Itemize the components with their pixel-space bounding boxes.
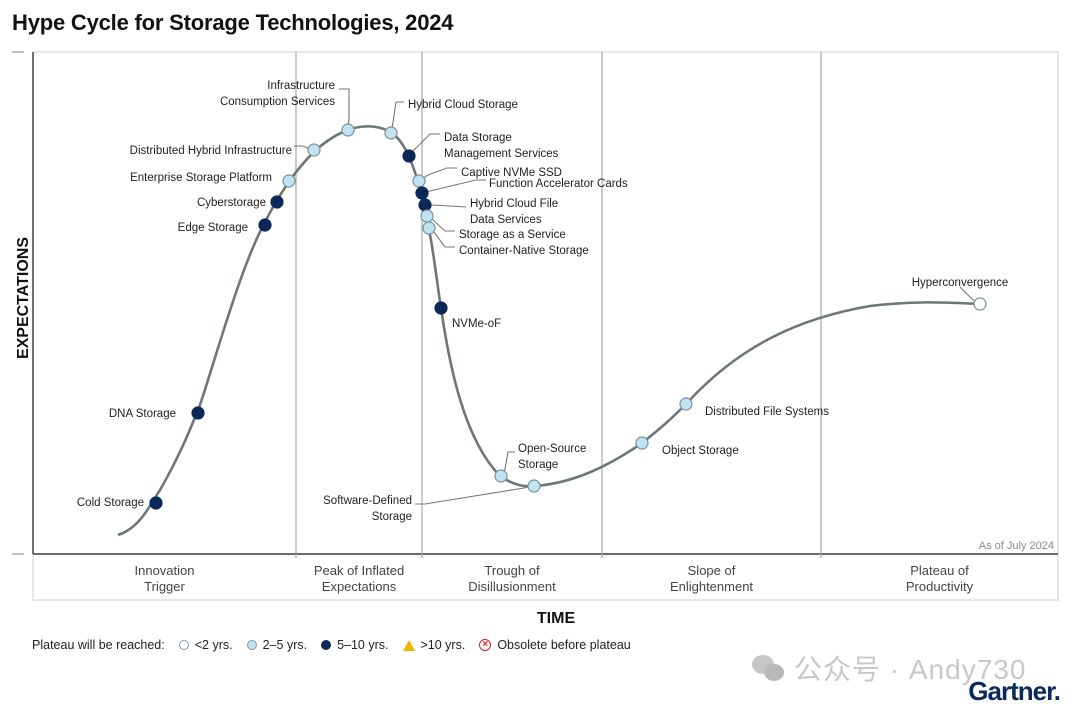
label-enterprise-storage-platform: Enterprise Storage Platform [130, 172, 272, 184]
marker-software-defined-storage [527, 479, 541, 493]
label-storage-as-a-service: Storage as a Service [459, 229, 566, 241]
marker-open-source-storage [494, 469, 508, 483]
x-axis-title: TIME [537, 610, 576, 627]
legend-label: <2 yrs. [194, 638, 233, 652]
chart-frame [12, 51, 1059, 601]
legend-label: >10 yrs. [420, 638, 466, 652]
label-distributed-file-systems: Distributed File Systems [705, 406, 829, 418]
plot-border [32, 51, 1059, 601]
marker-function-accelerator-cards [415, 186, 429, 200]
dark-blue-circle-icon [321, 640, 332, 650]
marker-dna-storage [191, 406, 205, 420]
white-circle-icon [178, 640, 189, 650]
label-distributed-hybrid-infrastructure: Distributed Hybrid Infrastructure [130, 145, 292, 157]
legend-item-2to5: 2–5 yrs. [246, 638, 308, 652]
label-hybrid-cloud-storage: Hybrid Cloud Storage [408, 99, 518, 111]
marker-edge-storage [258, 218, 272, 232]
phase-label: Plateau of Productivity [906, 563, 974, 594]
marker-infrastructure-consumption-services [341, 123, 355, 137]
label-software-defined-storage: Software-Defined Storage [323, 495, 412, 523]
label-hybrid-cloud-file-data-services: Hybrid Cloud File Data Services [470, 198, 558, 226]
label-container-native-storage: Container-Native Storage [459, 245, 589, 257]
chart-title: Hype Cycle for Storage Technologies, 202… [12, 10, 454, 35]
legend-label: 2–5 yrs. [262, 638, 308, 652]
marker-distributed-file-systems [679, 397, 693, 411]
marker-cyberstorage [270, 195, 284, 209]
point-markers [149, 123, 987, 510]
marker-storage-as-a-service [420, 209, 434, 223]
label-cyberstorage: Cyberstorage [197, 197, 266, 209]
watermark-text: 公众号 · Andy730 [794, 654, 1027, 685]
marker-hyperconvergence [973, 297, 987, 311]
marker-nvme-of [434, 301, 448, 315]
phase-labels: Innovation Trigger Peak of Inflated Expecta… [135, 563, 974, 594]
legend-item-gt10: >10 yrs. [402, 638, 466, 652]
phase-label: Trough of Disillusionment [468, 563, 556, 594]
label-infrastructure-consumption-services: Infrastructure Consumption Services [220, 80, 335, 108]
label-data-storage-management-services: Data Storage Management Services [444, 132, 559, 160]
marker-hybrid-cloud-file-data-services [418, 198, 432, 212]
wechat-icon [752, 653, 786, 683]
light-blue-circle-icon [246, 640, 257, 650]
as-of-annotation: As of July 2024 [979, 540, 1054, 552]
legend-label: Obsolete before plateau [497, 638, 631, 652]
label-object-storage: Object Storage [662, 445, 739, 457]
marker-enterprise-storage-platform [282, 174, 296, 188]
y-axis-title: EXPECTATIONS [15, 237, 32, 359]
phase-label: Slope of Enlightenment [670, 563, 753, 594]
legend-item-lt2: <2 yrs. [178, 638, 233, 652]
label-captive-nvme-ssd: Captive NVMe SSD [461, 167, 562, 179]
label-hyperconvergence: Hyperconvergence [912, 277, 1009, 289]
red-x-circle-icon: × [479, 639, 492, 651]
legend-title: Plateau will be reached: [32, 638, 165, 652]
legend-item-obsolete: × Obsolete before plateau [479, 638, 631, 652]
marker-distributed-hybrid-infrastructure [307, 143, 321, 157]
legend-label: 5–10 yrs. [337, 638, 389, 652]
label-edge-storage: Edge Storage [178, 222, 248, 234]
label-function-accelerator-cards: Function Accelerator Cards [489, 178, 628, 190]
phase-label: Peak of Inflated Expectations [314, 563, 404, 594]
yellow-triangle-icon [402, 639, 415, 651]
label-cold-storage: Cold Storage [77, 497, 144, 509]
marker-cold-storage [149, 496, 163, 510]
phase-label: Innovation Trigger [135, 563, 195, 594]
marker-data-storage-management-services [402, 149, 416, 163]
marker-hybrid-cloud-storage [384, 126, 398, 140]
label-dna-storage: DNA Storage [109, 408, 176, 420]
marker-captive-nvme-ssd [412, 174, 426, 188]
point-labels: Cold Storage DNA Storage Edge Storage Cyber… [77, 80, 1008, 523]
marker-container-native-storage [422, 221, 436, 235]
gartner-logo: Gartner. [968, 676, 1061, 706]
label-nvme-of: NVMe-oF [452, 318, 501, 330]
marker-object-storage [635, 436, 649, 450]
watermark: 公众号 · Andy730 [752, 648, 1026, 688]
label-open-source-storage: Open-Source Storage [518, 443, 586, 471]
legend: Plateau will be reached: <2 yrs. 2–5 yrs… [32, 638, 631, 652]
legend-item-5to10: 5–10 yrs. [321, 638, 389, 652]
